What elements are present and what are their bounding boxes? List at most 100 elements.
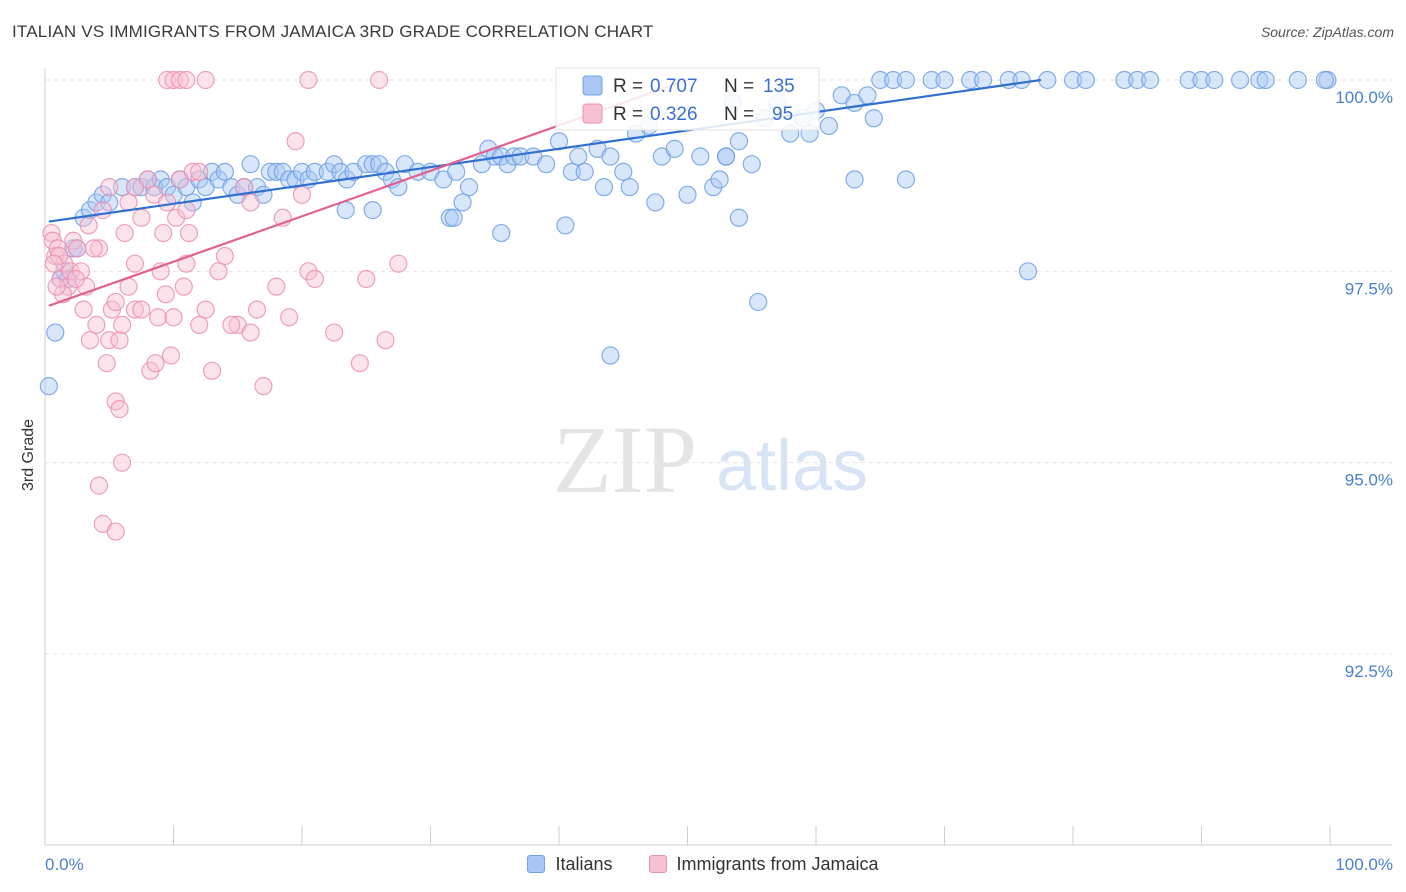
italian-point bbox=[112, 178, 132, 197]
italian-point bbox=[305, 162, 324, 181]
legend-r-label-1: R = bbox=[613, 76, 643, 97]
italian-point bbox=[241, 155, 260, 174]
italian-point bbox=[260, 162, 279, 181]
italian-point bbox=[459, 178, 479, 197]
jamaica-point bbox=[100, 178, 119, 197]
y-tick-label: 92.5% bbox=[1345, 662, 1393, 681]
legend-swatch-italians bbox=[582, 75, 603, 96]
legend-n-label-2: N = bbox=[724, 104, 754, 125]
italian-point bbox=[537, 155, 556, 174]
legend-n-value-2: 95 bbox=[772, 104, 793, 125]
x-tick-label-min: 0.0% bbox=[45, 855, 84, 874]
jamaica-point bbox=[350, 354, 369, 373]
jamaica-point bbox=[106, 292, 125, 312]
trend-layer bbox=[48, 78, 1042, 307]
jamaica-point bbox=[299, 70, 318, 90]
italian-point bbox=[1140, 70, 1160, 90]
italian-point bbox=[39, 377, 58, 396]
jamaica-point bbox=[241, 193, 260, 212]
italian-point bbox=[1256, 70, 1275, 90]
italian-point bbox=[601, 147, 620, 166]
jamaica-point bbox=[89, 239, 109, 258]
series-legend: Italians Immigrants from Jamaica bbox=[0, 852, 1406, 876]
italian-point bbox=[453, 193, 472, 212]
italian-point bbox=[1128, 70, 1147, 90]
jamaica-point bbox=[110, 331, 129, 350]
jamaica-point bbox=[125, 300, 145, 319]
legend-n-label-1: N = bbox=[724, 76, 754, 97]
legend-swatch-jamaica bbox=[582, 103, 603, 124]
jamaica-point bbox=[376, 331, 395, 350]
italian-point bbox=[819, 116, 838, 136]
italian-point bbox=[1115, 70, 1134, 90]
jamaica-point bbox=[68, 239, 87, 258]
jamaica-point bbox=[183, 162, 202, 181]
italian-point bbox=[710, 170, 729, 189]
jamaica-point bbox=[74, 300, 93, 319]
italian-point bbox=[922, 70, 941, 90]
italian-point bbox=[1192, 70, 1211, 90]
jamaica-point bbox=[177, 70, 196, 90]
italian-point bbox=[601, 346, 620, 365]
jamaica-point bbox=[44, 254, 64, 273]
italians-trendline bbox=[48, 78, 1042, 223]
jamaica-point bbox=[112, 453, 132, 472]
italian-point bbox=[594, 178, 614, 197]
jamaica-point bbox=[280, 308, 299, 327]
jamaica-point bbox=[125, 254, 145, 273]
jamaica-point bbox=[209, 262, 228, 281]
y-axis-label: 3rd Grade bbox=[20, 419, 37, 491]
jamaica-point bbox=[110, 399, 129, 419]
jamaica-point bbox=[357, 269, 376, 289]
jamaica-point bbox=[100, 331, 119, 350]
chart-title: ITALIAN VS IMMIGRANTS FROM JAMAICA 3RD G… bbox=[12, 22, 654, 41]
italian-point bbox=[1250, 70, 1269, 90]
italian-point bbox=[973, 70, 993, 90]
italian-point bbox=[716, 147, 736, 166]
jamaica-point bbox=[146, 354, 165, 373]
jamaica-point bbox=[154, 223, 173, 243]
jamaica-point bbox=[174, 277, 193, 296]
italian-point bbox=[1230, 70, 1250, 90]
italian-point bbox=[858, 86, 877, 105]
italian-point bbox=[1076, 70, 1095, 90]
italian-point bbox=[729, 132, 749, 151]
jamaica-point bbox=[166, 208, 186, 227]
jamaica-point bbox=[79, 216, 98, 235]
legend-item-jamaica[interactable]: Immigrants from Jamaica bbox=[648, 852, 879, 876]
y-tick-label: 95.0% bbox=[1345, 471, 1393, 490]
jamaica-point bbox=[132, 208, 151, 227]
jamaica-point bbox=[241, 323, 260, 342]
italian-point bbox=[691, 147, 710, 166]
jamaica-point bbox=[222, 315, 241, 335]
jamaica-point bbox=[157, 70, 177, 90]
jamaica-point bbox=[125, 178, 145, 197]
jamaica-point bbox=[215, 246, 234, 266]
jamaica-point bbox=[93, 201, 112, 220]
jamaica-point bbox=[325, 323, 344, 342]
italian-point bbox=[447, 162, 466, 181]
jamaica-point bbox=[157, 193, 177, 212]
legend-item-italians[interactable]: Italians bbox=[527, 852, 613, 876]
jamaica-point bbox=[179, 223, 199, 243]
jamaica-point bbox=[115, 223, 134, 243]
jamaica-point bbox=[164, 308, 183, 327]
jamaica-point bbox=[106, 522, 125, 541]
jamaica-point bbox=[190, 315, 209, 335]
source-credit: Source: ZipAtlas.com bbox=[1260, 24, 1394, 40]
italian-point bbox=[864, 109, 883, 128]
jamaica-point bbox=[196, 300, 215, 319]
jamaica-point bbox=[112, 315, 132, 335]
italian-point bbox=[336, 201, 355, 220]
italian-point bbox=[1018, 262, 1038, 281]
italian-point bbox=[357, 155, 376, 174]
watermark-atlas: atlas bbox=[716, 426, 868, 506]
watermark-zip: ZIP bbox=[553, 406, 697, 513]
jamaica-point bbox=[267, 277, 286, 296]
jamaica-point bbox=[87, 315, 106, 335]
italian-point bbox=[883, 70, 903, 90]
y-tick-label: 100.0% bbox=[1335, 88, 1393, 107]
italian-point bbox=[215, 162, 234, 181]
jamaica-point bbox=[80, 331, 100, 350]
jamaica-point bbox=[161, 346, 181, 365]
